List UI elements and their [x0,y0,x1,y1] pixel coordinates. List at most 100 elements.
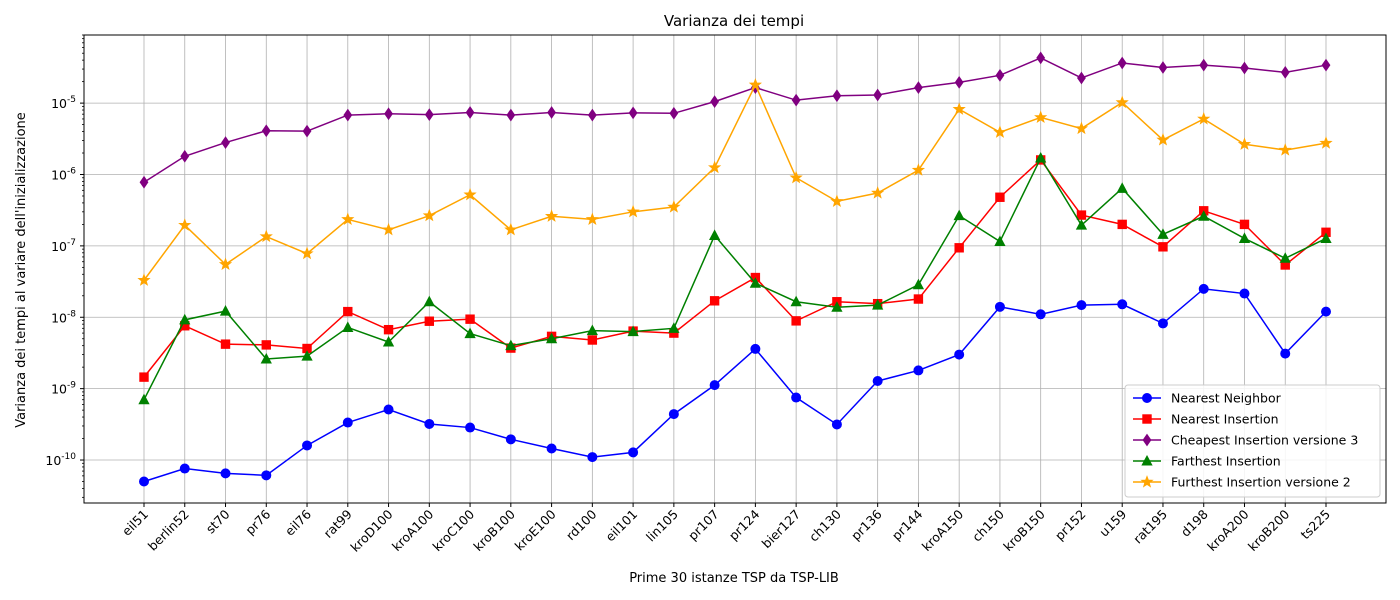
data-point [627,325,639,337]
data-point [261,124,271,138]
data-point [708,229,721,240]
data-point [504,222,518,236]
data-point [709,380,720,391]
x-tick-label: ch150 [969,506,1007,544]
data-point [587,335,598,345]
data-point [463,187,477,201]
x-tick-label: bier127 [759,507,804,552]
y-tick-label: 10-8 [51,309,76,325]
data-point [1157,318,1168,329]
data-point [1116,182,1128,193]
data-point [789,170,803,184]
data-point [587,108,597,122]
data-point [424,418,435,429]
y-tick-label: 10-6 [51,166,76,182]
data-point [138,393,150,405]
x-tick-label: rat99 [321,506,355,540]
data-point [668,409,679,420]
data-point [1239,219,1250,230]
data-point [628,447,639,458]
data-point [506,108,516,122]
data-point [954,243,964,253]
data-point [791,316,801,326]
data-point [259,229,273,243]
x-tick-label: kroE100 [512,506,559,553]
data-point [994,235,1006,247]
data-point [830,194,844,208]
data-point [791,93,801,107]
data-point [546,443,557,454]
series-line [143,156,1327,401]
data-point [1280,348,1291,359]
legend-label: Furthest Insertion versione 2 [1171,475,1351,490]
data-point [381,222,396,236]
data-point [423,295,435,307]
data-point [301,350,313,361]
data-point [1280,65,1290,79]
legend-entry: Nearest Insertion [1133,412,1279,427]
data-point [1076,300,1087,311]
data-point [1199,58,1209,72]
data-point [1240,61,1249,75]
data-point [1142,414,1152,424]
y-tick-label: 10-9 [51,381,76,397]
data-point [383,404,394,415]
data-point [1076,210,1087,220]
data-point [585,212,599,226]
data-point [912,278,925,290]
data-point [953,209,965,221]
data-point [179,313,191,325]
data-point [1198,210,1210,221]
data-point [139,372,149,382]
data-point [872,375,883,386]
data-point [341,212,355,226]
data-point [220,468,231,479]
x-tick-label: eil51 [119,507,151,539]
data-point [383,324,394,335]
data-point [748,77,762,91]
data-point [1117,219,1127,230]
x-tick-label: d198 [1178,506,1211,539]
data-point [709,296,720,306]
data-point [1198,283,1209,294]
x-tick-label: st70 [203,506,233,536]
series-line [143,83,1327,281]
data-point [343,306,353,317]
data-point [505,434,516,445]
legend: Nearest Neighbor Nearest Insertion Cheapes… [1124,384,1381,498]
data-point [343,108,353,122]
data-point [218,257,233,271]
data-point [1077,71,1086,85]
data-point [1115,95,1129,109]
x-tick-label: pr152 [1052,507,1089,544]
data-point [1117,299,1128,310]
x-tick-label: eil101 [602,507,640,545]
data-point [667,200,681,213]
x-axis-label: Prime 30 istanze TSP da TSP-LIB [629,571,839,586]
data-point [1237,137,1252,150]
data-point [260,352,272,364]
x-tick-label: pr144 [889,506,926,543]
x-tick-label: kroA150 [919,506,967,554]
data-point [382,335,395,347]
x-tick-label: pr124 [726,506,763,543]
data-point [914,81,923,94]
data-point [995,192,1005,202]
data-point [1035,309,1046,320]
data-point [219,305,232,316]
data-point [1320,232,1332,243]
data-point [954,76,964,89]
series-nearest-neighbor [139,283,1331,487]
data-point [587,452,598,463]
data-point [831,419,842,430]
data-point [1321,58,1331,72]
x-tick-label: lin105 [643,507,681,545]
data-point [465,314,475,324]
data-point [424,316,435,326]
x-tick-label: kroB150 [1000,506,1048,554]
data-point [547,106,556,119]
x-tick-label: pr76 [242,506,273,537]
legend-entry: Cheapest Insertion versione 3 [1133,433,1358,448]
data-point [749,277,762,288]
x-tick-label: rat195 [1130,507,1170,547]
